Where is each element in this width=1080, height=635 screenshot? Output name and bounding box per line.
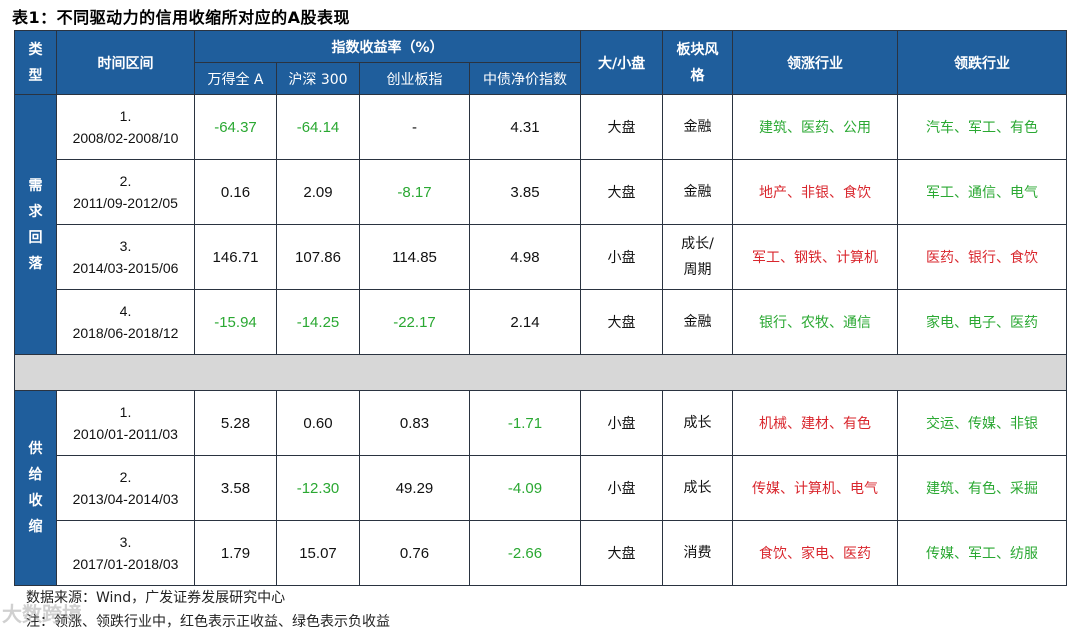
period-cell: 1. 2008/02-2008/10 (56, 94, 195, 160)
return-cell-2: -14.25 (276, 289, 360, 355)
lag-industries-cell: 建筑、有色、采掘 (897, 455, 1068, 521)
style-cell: 金融 (662, 94, 734, 160)
lead-industries-cell: 建筑、医药、公用 (732, 94, 899, 160)
table-row: 供给收缩 1. 2010/01-2011/03 5.28 0.60 0.83 -1.71 小盘… (14, 390, 1068, 586)
return-cell-1: 3.58 (194, 455, 277, 521)
return-cell-1: 0.16 (194, 159, 277, 225)
return-cell-1: -64.37 (194, 94, 277, 160)
returns-table-wrapper: 类 型 时间区间 指数收益率（%） 大/小盘 板块风 格 领涨行业 领跌行业 万… (13, 30, 1068, 586)
returns-table: 类 型 时间区间 指数收益率（%） 大/小盘 板块风 格 领涨行业 领跌行业 万… (13, 30, 1068, 586)
table-row: 4. 2018/06-2018/12 -15.94 -14.25 -22.17 2.14 大… (15, 289, 1068, 355)
return-cell-1: 1.79 (194, 520, 277, 586)
lag-industries-cell: 传媒、军工、纺服 (897, 520, 1068, 586)
table-row: 2. 2011/09-2012/05 0.16 2.09 -8.17 3.85 大盘 金融 地产… (15, 159, 1068, 225)
header-size: 大/小盘 (580, 30, 664, 95)
lag-industries-cell: 汽车、军工、有色 (897, 94, 1068, 160)
period-cell: 1. 2010/01-2011/03 (56, 390, 195, 456)
header-style: 板块风 格 (662, 30, 734, 95)
style-cell: 成长 (662, 455, 734, 521)
return-cell-4: 2.14 (468, 289, 582, 355)
header-lead: 领涨行业 (732, 30, 899, 95)
return-cell-1: 5.28 (194, 390, 277, 456)
lag-industries-cell: 交运、传媒、非银 (897, 390, 1068, 456)
return-cell-4: -2.66 (468, 520, 582, 586)
return-cell-4: 3.85 (468, 159, 582, 225)
header-idx-hs300: 沪深 300 (276, 62, 360, 95)
size-cell: 大盘 (580, 520, 664, 586)
return-cell-3: -22.17 (359, 289, 470, 355)
return-cell-3: 114.85 (359, 224, 470, 290)
header-returns-group: 指数收益率（%） (193, 30, 582, 63)
size-cell: 小盘 (580, 224, 664, 290)
category-label: 供给收缩 (14, 390, 57, 586)
period-cell: 2. 2011/09-2012/05 (56, 159, 195, 225)
table-row: 需求回落 1. 2008/02-2008/10 -64.37 -64.14-4.31 大盘… (14, 94, 1068, 355)
table-body: 需求回落 1. 2008/02-2008/10 -64.37 -64.14-4.31 大盘… (13, 94, 1068, 586)
return-cell-2: -12.30 (276, 455, 360, 521)
return-cell-1: 146.71 (194, 224, 277, 290)
table-row: 3. 2014/03-2015/06 146.71 107.86 114.85 4.98 小… (15, 224, 1068, 290)
header-type: 类 型 (14, 30, 57, 95)
watermark-logo: 大数跨境 (2, 602, 82, 626)
style-cell: 成长 (662, 390, 734, 456)
size-cell: 大盘 (580, 159, 664, 225)
lead-industries-cell: 军工、钢铁、计算机 (732, 224, 899, 290)
group-separator (13, 354, 1068, 391)
return-cell-3: - (359, 94, 470, 160)
return-cell-4: 4.98 (468, 224, 582, 290)
category-label: 需求回落 (14, 94, 57, 355)
return-cell-2: 15.07 (276, 520, 360, 586)
lead-industries-cell: 传媒、计算机、电气 (732, 455, 899, 521)
style-cell: 消费 (662, 520, 734, 586)
lead-industries-cell: 机械、建材、有色 (732, 390, 899, 456)
size-cell: 小盘 (580, 455, 664, 521)
lead-industries-cell: 食饮、家电、医药 (732, 520, 899, 586)
return-cell-2: 2.09 (276, 159, 360, 225)
style-cell: 成长/周期 (662, 224, 734, 290)
return-cell-4: 4.31 (468, 94, 582, 160)
return-cell-3: 49.29 (359, 455, 470, 521)
period-cell: 3. 2017/01-2018/03 (56, 520, 195, 586)
lead-industries-cell: 银行、农牧、通信 (732, 289, 899, 355)
table-row: 3. 2017/01-2018/03 1.79 15.07 0.76 -2.66 大盘 消费食… (15, 520, 1068, 586)
lag-industries-cell: 家电、电子、医药 (897, 289, 1068, 355)
size-cell: 大盘 (580, 289, 664, 355)
header-idx-gem: 创业板指 (359, 62, 470, 95)
return-cell-4: -4.09 (468, 455, 582, 521)
lag-industries-cell: 军工、通信、电气 (897, 159, 1068, 225)
return-cell-1: -15.94 (194, 289, 277, 355)
size-cell: 小盘 (580, 390, 664, 456)
table-row: 2. 2013/04-2014/03 3.58 -12.30 49.29 -4.09 小盘成… (15, 455, 1068, 521)
return-cell-2: 107.86 (276, 224, 360, 290)
return-cell-2: -64.14 (276, 94, 360, 160)
table-title: 表1：不同驱动力的信用收缩所对应的A股表现 (12, 8, 351, 27)
header-idx-bond: 中债净价指数 (468, 62, 582, 95)
header-idx-wind: 万得全 A (194, 62, 277, 95)
style-cell: 金融 (662, 159, 734, 225)
lead-industries-cell: 地产、非银、食饮 (732, 159, 899, 225)
period-cell: 4. 2018/06-2018/12 (56, 289, 195, 355)
style-cell: 金融 (662, 289, 734, 355)
header-period: 时间区间 (56, 30, 195, 95)
color-note: 注：领涨、领跌行业中，红色表示正收益、绿色表示负收益 (26, 614, 390, 630)
period-cell: 2. 2013/04-2014/03 (56, 455, 195, 521)
return-cell-3: -8.17 (359, 159, 470, 225)
notes: 数据来源：Wind，广发证券发展研究中心 注：领涨、领跌行业中，红色表示正收益、… (26, 586, 390, 634)
period-cell: 3. 2014/03-2015/06 (56, 224, 195, 290)
source-note: 数据来源：Wind，广发证券发展研究中心 (26, 590, 286, 606)
return-cell-2: 0.60 (276, 390, 360, 456)
header-lag: 领跌行业 (897, 30, 1068, 95)
return-cell-4: -1.71 (468, 390, 582, 456)
return-cell-3: 0.83 (359, 390, 470, 456)
return-cell-3: 0.76 (359, 520, 470, 586)
size-cell: 大盘 (580, 94, 664, 160)
lag-industries-cell: 医药、银行、食饮 (897, 224, 1068, 290)
